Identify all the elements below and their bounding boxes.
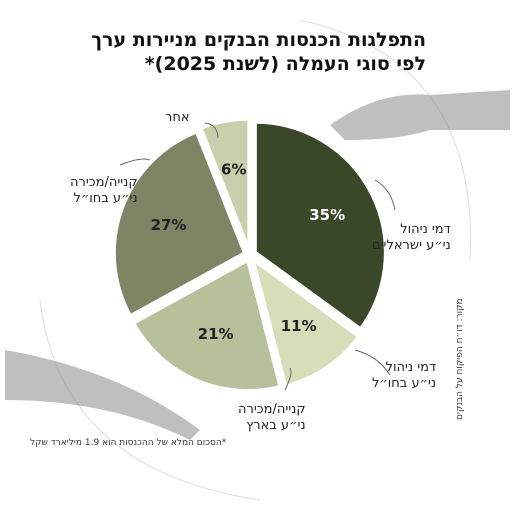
category-label: דמי ניהול ני״ע בחו״ל	[372, 360, 437, 391]
value-label: 21%	[198, 325, 234, 343]
leader-arrow	[284, 367, 292, 391]
leader-arrow	[119, 158, 151, 166]
leader-arrow	[204, 122, 219, 139]
pie-slice	[250, 256, 361, 388]
category-label: קנייה/מכירה ני״ע בארץ	[238, 402, 306, 433]
footnote: *הסכום המלא של ההכנסות הוא 1.9 מיליארד ש…	[30, 438, 227, 448]
category-label: דמי ניהול ני״ע ישראליים	[372, 222, 451, 253]
pie-slice	[131, 258, 282, 392]
category-label: קנייה/מכירה ני״ע בחו״ל	[70, 175, 138, 206]
source: מקור: דו״ח הפיקוח על הבנקים	[455, 298, 465, 420]
pie-slice	[199, 117, 251, 250]
pie-slice	[253, 120, 387, 331]
value-label: 6%	[221, 160, 246, 178]
value-label: 27%	[151, 216, 187, 234]
value-label: 11%	[281, 317, 317, 335]
value-label: 35%	[309, 206, 345, 224]
leader-arrow	[374, 179, 396, 211]
category-label: אחר	[165, 110, 190, 125]
chart-title: התפלגות הכנסות הבנקים מניירות ערך לפי סו…	[91, 29, 426, 75]
pie-slice	[112, 130, 247, 318]
leader-arrow	[354, 349, 391, 376]
